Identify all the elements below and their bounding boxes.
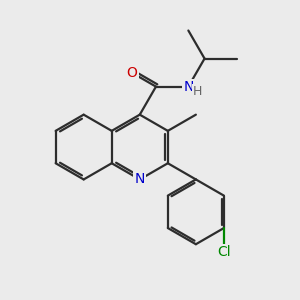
Text: N: N <box>135 172 145 186</box>
Text: N: N <box>183 80 194 94</box>
Text: O: O <box>127 66 138 80</box>
Text: Cl: Cl <box>217 245 231 259</box>
Text: H: H <box>193 85 203 98</box>
